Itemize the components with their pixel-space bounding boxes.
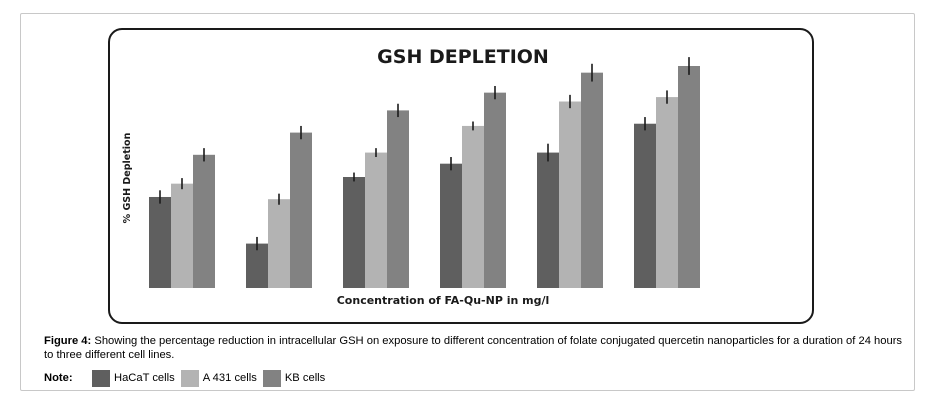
bar-hacat-cells-2 — [246, 243, 268, 288]
bar-hacat-cells-4 — [440, 163, 462, 288]
bar-hacat-cells-1 — [149, 196, 171, 288]
bar-kb-cells-1 — [193, 154, 215, 288]
bar-kb-cells-2 — [290, 132, 312, 288]
bar-a-431-cells-3 — [365, 152, 387, 288]
caption-text: Showing the percentage reduction in intr… — [44, 335, 903, 361]
bars-layer — [149, 57, 700, 289]
bar-kb-cells-6 — [678, 66, 700, 288]
bar-hacat-cells-6 — [634, 123, 656, 288]
bar-hacat-cells-3 — [343, 177, 365, 288]
x-axis-label: Concentration of FA-Qu-NP in mg/l — [337, 294, 550, 307]
legend-label-hacat: HaCaT cells — [114, 372, 175, 384]
bar-kb-cells-3 — [387, 110, 409, 289]
chart-frame: GSH DEPLETION % GSH Depletion Concentrat… — [108, 28, 814, 324]
legend-item-hacat: HaCaT cells — [92, 369, 175, 387]
bar-a-431-cells-4 — [462, 125, 484, 288]
bar-a-431-cells-5 — [559, 101, 581, 289]
caption-label: Figure 4: — [44, 335, 92, 347]
y-axis-label: % GSH Depletion — [122, 132, 133, 223]
bar-a-431-cells-6 — [656, 97, 678, 288]
legend-label-a431: A 431 cells — [202, 372, 257, 384]
figure-caption: Figure 4: Showing the percentage reducti… — [44, 334, 904, 362]
bar-hacat-cells-5 — [537, 152, 559, 288]
bar-kb-cells-5 — [581, 72, 603, 288]
bar-a-431-cells-2 — [268, 199, 290, 288]
legend-item-kb: KB cells — [262, 369, 326, 387]
legend-swatch-kb — [262, 369, 281, 387]
legend-item-a431: A 431 cells — [180, 369, 257, 387]
bar-kb-cells-4 — [484, 92, 506, 288]
bar-a-431-cells-1 — [171, 183, 193, 288]
chart-title: GSH DEPLETION — [377, 46, 549, 68]
legend-swatch-hacat — [92, 369, 110, 387]
legend-note: Note: HaCaT cells A 431 cells KB cells — [44, 369, 331, 387]
legend-label-kb: KB cells — [284, 372, 326, 384]
legend-swatch-a431 — [180, 369, 199, 387]
note-label: Note: — [44, 372, 73, 384]
gsh-depletion-chart: GSH DEPLETION % GSH Depletion Concentrat… — [122, 46, 700, 307]
